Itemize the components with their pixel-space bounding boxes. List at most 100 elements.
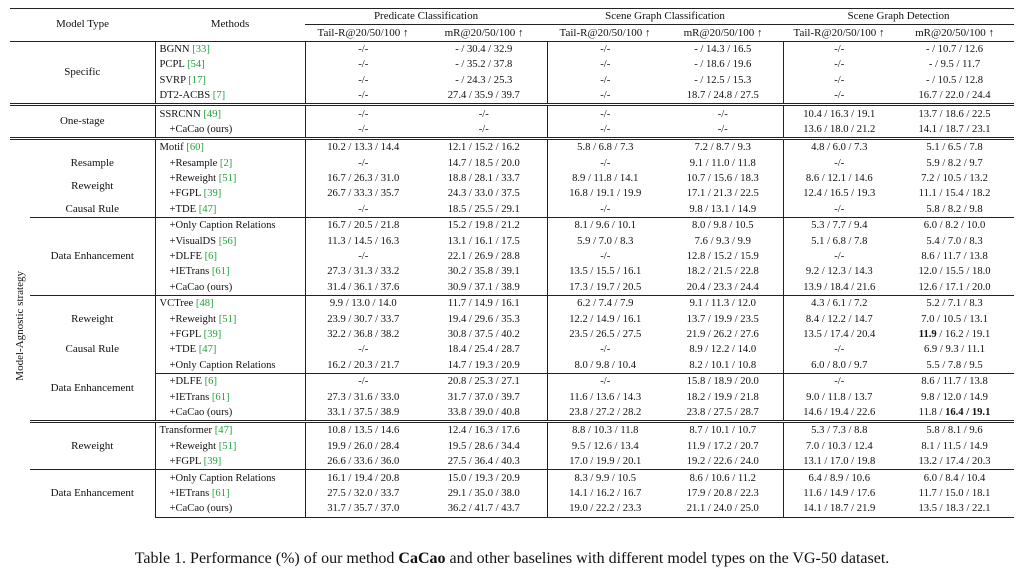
table-row: Resample +Resample [2] -/- 14.7 / 18.5 / 20… (10, 155, 1014, 171)
caption-prefix: Table 1. Performance (%) of our method (134, 550, 399, 567)
method-name: +CaCao (ours) (169, 281, 233, 293)
model-type-cell: Specific (10, 40, 156, 105)
citation-link[interactable]: [47] (198, 203, 217, 215)
value-cell: 11.9 / 16.2 / 19.1 (918, 329, 991, 340)
value-cell: 7.0 / 10.5 / 13.1 (921, 313, 988, 325)
citation-link[interactable]: [61] (211, 391, 230, 403)
citation-link[interactable]: [49] (203, 108, 222, 120)
value-cell: 8.0 / 9.8 / 10.5 (663, 217, 784, 234)
value-cell: 5.1 / 6.5 / 7.8 (895, 137, 1015, 156)
value-cell: 31.7 / 37.0 / 39.7 (447, 391, 520, 403)
method-cell: +FGPL [39] (154, 186, 306, 202)
value-cell: 5.9 / 8.2 / 9.7 (926, 157, 983, 169)
value-cell: -/- (546, 372, 664, 390)
method-name: +FGPL (169, 456, 202, 468)
citation-link[interactable]: [6] (204, 376, 217, 388)
value-cell: 6.0 / 8.2 / 10.0 (895, 217, 1015, 234)
citation-link[interactable]: [39] (203, 188, 222, 200)
value-cell: -/- (546, 121, 664, 139)
citation-link[interactable]: [51] (218, 440, 237, 452)
citation-link[interactable]: [61] (211, 487, 230, 499)
header-row-2: Tail-R@20/50/100 ↑ mR@20/50/100 ↑ Tail-R… (10, 24, 1015, 42)
table-row: SVRP [17] -/- - / 24.3 / 25.3 -/- - / 12.5 /… (10, 72, 1014, 88)
model-type-cell: Data Enhancement (30, 469, 156, 517)
value-cell: 18.2 / 21.5 / 22.8 (686, 266, 759, 278)
citation-link[interactable]: [47] (214, 425, 233, 437)
value-cell: 18.4 / 25.4 / 28.7 (447, 344, 520, 356)
value-cell: 11.8 / 16.4 / 19.1 (918, 406, 991, 418)
table-caption: Table 1. Performance (%) of our method C… (0, 550, 1024, 568)
method-name: +CaCao (ours) (169, 503, 233, 515)
model-type-cell: Data Enhancement (30, 217, 156, 296)
method-cell: +IETrans [61] (154, 485, 306, 502)
value-cell: 17.9 / 20.8 / 22.3 (686, 487, 759, 499)
value-cell: -/- (546, 201, 664, 218)
method-name: PCPL (159, 59, 185, 71)
value-cell: -/- (546, 87, 664, 105)
citation-link[interactable]: [56] (218, 235, 237, 247)
value-cell: 18.7 / 24.8 / 27.5 (686, 90, 759, 102)
value-cell: 19.4 / 29.6 / 35.3 (447, 313, 520, 325)
citation-link[interactable]: [17] (188, 74, 206, 86)
table-row: +Reweight [51] 19.9 / 26.0 / 28.4 19.5 / 2… (10, 438, 1014, 454)
value-cell: 26.6 / 33.6 / 36.0 (304, 453, 422, 470)
value-cell: 27.5 / 32.0 / 33.7 (304, 485, 422, 502)
value-cell: 5.5 / 7.8 / 9.5 (926, 359, 983, 371)
method-name: +CaCao (ours) (169, 123, 233, 135)
value-cell: 11.7 / 14.9 / 16.1 (421, 295, 548, 312)
value-cell: 27.5 / 36.4 / 40.3 (447, 456, 520, 468)
header-sgcls: Scene Graph Classification (547, 7, 784, 26)
value-cell: 13.1 / 16.1 / 17.5 (447, 235, 520, 247)
value-cell: 36.2 / 41.7 / 43.7 (421, 501, 548, 518)
citation-link[interactable]: [39] (203, 456, 222, 468)
value-cell: 18.5 / 25.5 / 29.1 (447, 203, 520, 215)
value-cell: 5.8 / 8.2 / 9.8 (926, 203, 983, 215)
citation-link[interactable]: [54] (187, 59, 205, 71)
citation-link[interactable]: [47] (198, 344, 217, 356)
value-cell: 26.7 / 33.3 / 35.7 (304, 186, 422, 202)
method-name: +CaCao (ours) (169, 406, 233, 418)
value-cell: -/- (304, 87, 422, 105)
value-cell: 16.7 / 20.5 / 21.8 (304, 217, 422, 234)
value-cell: 8.2 / 10.1 / 10.8 (689, 359, 757, 371)
value-cell: -/- (304, 57, 422, 73)
value-cell: 19.0 / 22.2 / 23.3 (546, 501, 664, 518)
table-row: +DLFE [6] -/- 22.1 / 26.9 / 28.8 -/- 12.8 / … (10, 248, 1014, 265)
value-cell: - / 14.3 / 16.5 (663, 40, 784, 58)
citation-link[interactable]: [7] (212, 90, 226, 102)
citation-link[interactable]: [48] (195, 298, 214, 310)
value-cell: 9.8 / 12.0 / 14.9 (921, 391, 988, 403)
value-cell: 8.7 / 10.1 / 10.7 (663, 420, 784, 439)
header-tail: Tail-R@20/50/100 ↑ (547, 24, 664, 42)
value-cell: 27.3 / 31.6 / 33.0 (304, 389, 422, 405)
value-cell: 13.9 / 18.4 / 21.6 (782, 279, 896, 296)
method-cell: +FGPL [39] (154, 326, 306, 343)
table-row: +IETrans [61] 27.3 / 31.6 / 33.0 31.7 / 37… (10, 389, 1014, 405)
model-type-cell: One-stage (10, 103, 156, 139)
citation-link[interactable]: [33] (192, 43, 210, 55)
citation-link[interactable]: [2] (219, 157, 233, 169)
value-cell: 6.9 / 9.3 / 11.1 (923, 344, 986, 356)
value-cell: 29.1 / 35.0 / 38.0 (447, 487, 520, 499)
value-cell: -/- (663, 103, 784, 122)
citation-link[interactable]: [51] (218, 313, 237, 325)
method-name: +IETrans (169, 391, 210, 403)
citation-link[interactable]: [39] (203, 329, 222, 340)
value-cell: 8.4 / 12.2 / 14.7 (782, 311, 896, 327)
table-row: +IETrans [61] 27.5 / 32.0 / 33.7 29.1 / 35… (10, 485, 1014, 502)
table-row: +FGPL [39] 26.7 / 33.3 / 35.7 24.3 / 33.0 … (10, 186, 1014, 202)
value-cell: 15.2 / 19.8 / 21.2 (421, 217, 548, 234)
value-cell: 5.2 / 7.1 / 8.3 (895, 295, 1015, 312)
value-cell: -/- (782, 201, 896, 218)
value-cell: 27.4 / 35.9 / 39.7 (447, 90, 520, 102)
citation-link[interactable]: [6] (204, 251, 217, 263)
method-cell: +Reweight [51] (154, 170, 306, 187)
method-cell: DT2-ACBS [7] (154, 87, 306, 105)
citation-link[interactable]: [60] (186, 142, 204, 154)
value-cell: 8.9 / 12.2 / 14.0 (689, 344, 757, 356)
model-type-cell: Reweight (71, 179, 114, 192)
citation-link[interactable]: [61] (211, 266, 230, 278)
citation-link[interactable]: [51] (218, 173, 237, 185)
value-cell: 7.6 / 9.3 / 9.9 (694, 235, 751, 247)
